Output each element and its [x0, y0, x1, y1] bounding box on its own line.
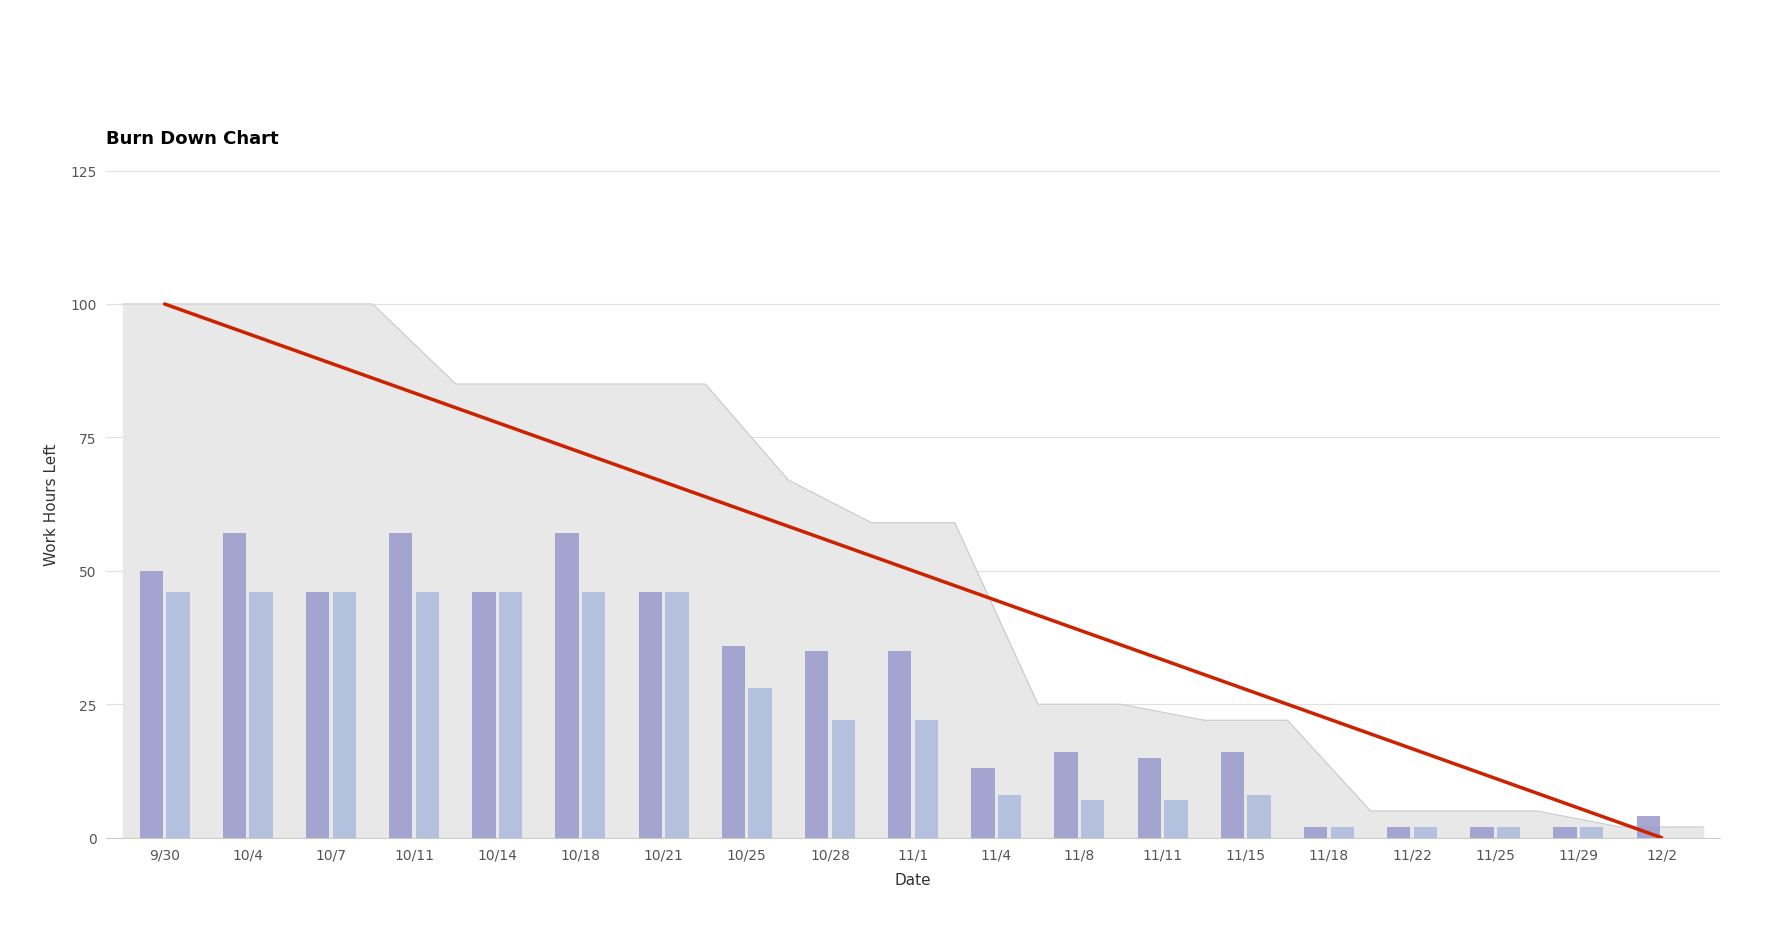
- Bar: [748, 688, 771, 838]
- Bar: [223, 534, 246, 838]
- Bar: [140, 571, 163, 838]
- Bar: [665, 592, 688, 838]
- Bar: [498, 592, 523, 838]
- Bar: [1082, 801, 1105, 838]
- Bar: [722, 645, 745, 838]
- Bar: [1636, 817, 1660, 838]
- Bar: [998, 795, 1021, 838]
- Text: Burn Down Chart: Burn Down Chart: [106, 129, 278, 148]
- Bar: [1222, 752, 1245, 838]
- Bar: [555, 534, 578, 838]
- Bar: [1165, 801, 1188, 838]
- Bar: [888, 651, 911, 838]
- Bar: [805, 651, 828, 838]
- Y-axis label: Work Hours Left: Work Hours Left: [44, 444, 59, 565]
- Bar: [388, 534, 413, 838]
- Bar: [1386, 827, 1411, 838]
- Bar: [415, 592, 440, 838]
- Bar: [1248, 795, 1271, 838]
- Bar: [1553, 827, 1576, 838]
- Bar: [1496, 827, 1519, 838]
- Bar: [307, 592, 330, 838]
- Bar: [333, 592, 356, 838]
- Bar: [1413, 827, 1438, 838]
- Bar: [1330, 827, 1355, 838]
- Bar: [250, 592, 273, 838]
- Bar: [582, 592, 605, 838]
- Bar: [638, 592, 661, 838]
- Bar: [472, 592, 496, 838]
- Bar: [1138, 758, 1161, 838]
- Bar: [167, 592, 190, 838]
- Bar: [832, 721, 855, 838]
- Bar: [972, 768, 995, 838]
- Bar: [1055, 752, 1078, 838]
- Bar: [1580, 827, 1603, 838]
- X-axis label: Date: Date: [895, 873, 931, 887]
- Bar: [915, 721, 938, 838]
- Bar: [1470, 827, 1493, 838]
- Bar: [1303, 827, 1328, 838]
